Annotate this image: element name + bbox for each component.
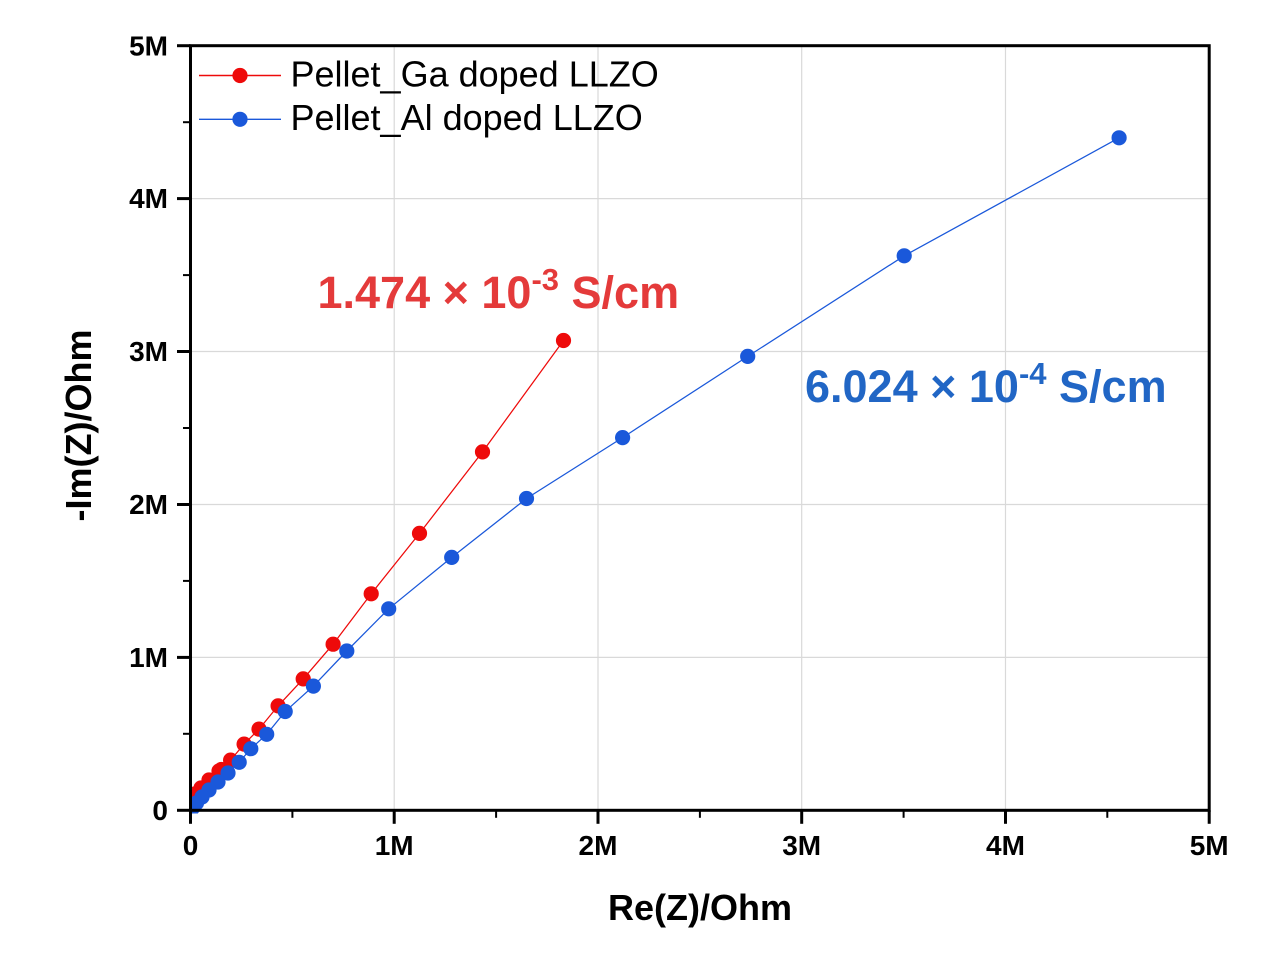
svg-text:5M: 5M — [1190, 830, 1229, 861]
svg-text:3M: 3M — [782, 830, 821, 861]
svg-text:Re(Z)/Ohm: Re(Z)/Ohm — [608, 887, 792, 928]
svg-text:3M: 3M — [129, 336, 168, 367]
svg-text:2M: 2M — [579, 830, 618, 861]
svg-text:1.474 × 10-3 S/cm: 1.474 × 10-3 S/cm — [318, 262, 680, 318]
svg-text:1M: 1M — [129, 642, 168, 673]
svg-text:0: 0 — [152, 795, 168, 826]
svg-text:1M: 1M — [375, 830, 414, 861]
svg-text:Pellet_Al doped LLZO: Pellet_Al doped LLZO — [291, 97, 643, 138]
svg-text:4M: 4M — [986, 830, 1025, 861]
svg-text:4M: 4M — [129, 183, 168, 214]
svg-text:-Im(Z)/Ohm: -Im(Z)/Ohm — [58, 330, 99, 522]
svg-text:Pellet_Ga doped LLZO: Pellet_Ga doped LLZO — [291, 54, 659, 95]
svg-text:5M: 5M — [129, 30, 168, 61]
svg-text:0: 0 — [183, 830, 199, 861]
svg-text:2M: 2M — [129, 489, 168, 520]
svg-text:6.024 × 10-4 S/cm: 6.024 × 10-4 S/cm — [805, 356, 1167, 412]
